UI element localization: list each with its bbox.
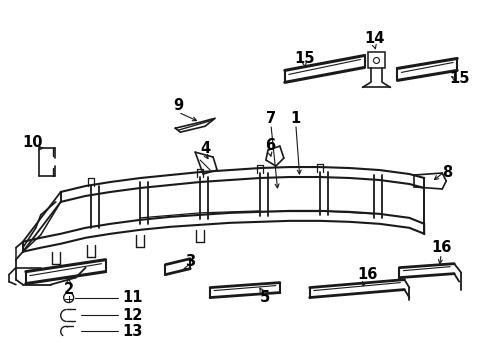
Text: 15: 15	[449, 71, 469, 86]
Text: 5: 5	[260, 290, 270, 305]
Text: 6: 6	[265, 138, 275, 153]
Text: 9: 9	[173, 98, 183, 113]
Text: 14: 14	[364, 31, 385, 46]
Text: 8: 8	[442, 165, 452, 180]
Text: 16: 16	[357, 267, 378, 282]
Text: 3: 3	[185, 254, 196, 269]
Text: 7: 7	[266, 111, 276, 126]
Text: 15: 15	[294, 51, 315, 66]
Text: 1: 1	[291, 111, 301, 126]
Text: 2: 2	[64, 282, 74, 297]
Text: 11: 11	[122, 290, 143, 305]
Text: 4: 4	[200, 141, 210, 156]
Text: 12: 12	[122, 308, 143, 323]
Text: 10: 10	[23, 135, 43, 150]
Text: 13: 13	[122, 324, 143, 339]
Text: 16: 16	[431, 240, 451, 255]
Bar	[368, 53, 386, 68]
